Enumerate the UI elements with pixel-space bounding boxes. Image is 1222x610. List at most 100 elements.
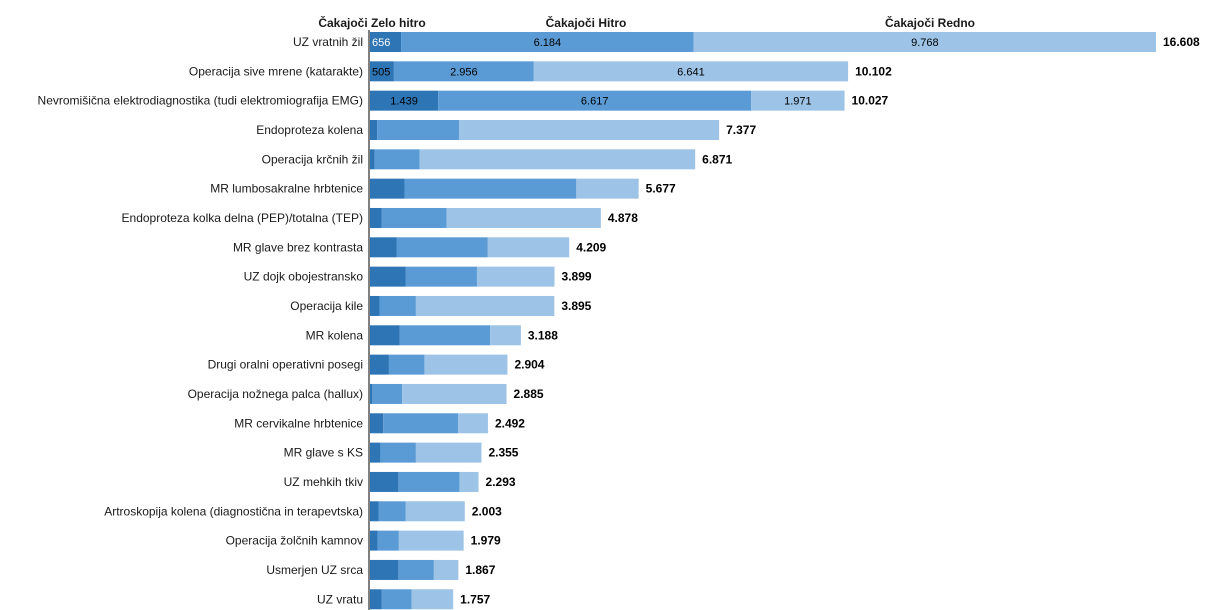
bar-segment-3 <box>398 530 464 551</box>
bar-segment-2 <box>405 266 477 287</box>
bar-segment-1 <box>370 295 380 316</box>
segment-value-label: 6.184 <box>534 37 562 49</box>
total-value-label: 7.377 <box>726 123 756 137</box>
bar-segment-3 <box>415 295 555 316</box>
segment-value-label: 1.439 <box>390 96 418 108</box>
bar-segment-1 <box>370 119 378 140</box>
bar-segment-3 <box>533 61 849 82</box>
bar-segment-3 <box>419 149 696 170</box>
total-value-label: 2.492 <box>495 416 525 430</box>
total-value-label: 2.885 <box>514 387 544 401</box>
bar-segment-2 <box>378 501 406 522</box>
bar-segment-3 <box>458 413 488 434</box>
bar-segment-2 <box>398 471 460 492</box>
total-value-label: 2.904 <box>514 358 544 372</box>
bar-segment-1 <box>370 442 381 463</box>
total-value-label: 1.757 <box>460 592 490 606</box>
category-label: Artroskopija kolena (diagnostična in ter… <box>104 504 363 518</box>
bar-segment-2 <box>404 178 577 199</box>
total-value-label: 1.867 <box>465 563 495 577</box>
category-label: Nevromišična elektrodiagnostika (tudi el… <box>38 94 363 108</box>
bar-segment-2 <box>377 119 459 140</box>
total-value-label: 16.608 <box>1163 35 1200 49</box>
bar-segment-3 <box>402 383 507 404</box>
segment-value-label: 6.641 <box>677 66 705 78</box>
category-label: Operacija krčnih žil <box>262 152 363 166</box>
total-value-label: 10.102 <box>855 64 892 78</box>
segment-value-label: 6.617 <box>581 96 609 108</box>
bar-segment-2 <box>401 32 694 52</box>
legend-entry-2: Čakajoči Hitro <box>546 15 627 30</box>
category-label: UZ mehkih tkiv <box>284 475 363 489</box>
category-label: Operacija nožnega palca (hallux) <box>188 387 363 401</box>
bar-segment-1 <box>370 413 384 434</box>
bar-segment-2 <box>381 589 412 610</box>
category-label: Operacija kile <box>290 299 363 313</box>
category-label: UZ dojk obojestransko <box>244 270 364 284</box>
bar-segment-1 <box>370 237 397 258</box>
bar-segment-2 <box>396 237 488 258</box>
bar-segment-1 <box>370 471 399 492</box>
bar-segment-2 <box>388 354 425 375</box>
bar-segment-3 <box>415 442 482 463</box>
total-value-label: 2.003 <box>472 504 502 518</box>
bar-segment-1 <box>370 32 402 52</box>
bar-segment-2 <box>377 530 399 551</box>
category-label: Endoproteza kolena <box>256 123 363 137</box>
bar-segment-1 <box>370 149 375 170</box>
total-value-label: 2.293 <box>486 475 516 489</box>
bar-segment-1 <box>370 501 379 522</box>
total-value-label: 1.979 <box>471 534 501 548</box>
segment-value-label: 656 <box>372 37 390 49</box>
total-value-label: 4.209 <box>576 240 606 254</box>
bar-segment-1 <box>370 559 399 580</box>
total-value-label: 4.878 <box>608 211 638 225</box>
bar-segment-1 <box>370 325 400 346</box>
bar-segment-2 <box>438 90 752 111</box>
total-value-label: 10.027 <box>852 94 889 108</box>
bar-segment-3 <box>411 589 454 610</box>
bar-segment-1 <box>370 354 389 375</box>
total-value-label: 3.895 <box>561 299 591 313</box>
total-value-label: 6.871 <box>702 152 732 166</box>
category-label: Operacija sive mrene (katarakte) <box>189 64 363 78</box>
bar-segment-2 <box>374 149 420 170</box>
category-label: Usmerjen UZ srca <box>266 563 363 577</box>
total-value-label: 2.355 <box>488 446 518 460</box>
bar-segment-1 <box>370 61 394 82</box>
segment-value-label: 2.956 <box>450 66 478 78</box>
bar-segment-3 <box>490 325 521 346</box>
bar-segment-1 <box>370 178 405 199</box>
bar-segment-3 <box>459 471 479 492</box>
bar-segment-3 <box>424 354 508 375</box>
bar-segment-2 <box>383 413 459 434</box>
bar-segment-1 <box>370 589 382 610</box>
legend-entry-3: Čakajoči Redno <box>885 15 975 30</box>
bar-segment-3 <box>446 207 601 228</box>
total-value-label: 5.677 <box>646 182 676 196</box>
bar-segment-3 <box>576 178 639 199</box>
category-label: MR glave brez kontrasta <box>233 240 363 254</box>
bar-segment-2 <box>380 442 416 463</box>
bar-segment-3 <box>751 90 845 111</box>
category-label: MR lumbosakralne hrbtenice <box>210 182 363 196</box>
category-label: Endoproteza kolka delna (PEP)/totalna (T… <box>122 211 363 225</box>
total-value-label: 3.188 <box>528 328 558 342</box>
bar-segment-2 <box>399 325 491 346</box>
bar-segment-3 <box>458 119 720 140</box>
segment-value-label: 1.971 <box>784 96 812 108</box>
bar-segment-1 <box>370 266 406 287</box>
category-label: MR kolena <box>306 328 364 342</box>
bar-segment-1 <box>370 530 378 551</box>
bar-segment-3 <box>433 559 459 580</box>
category-label: UZ vratu <box>317 592 363 606</box>
category-label: UZ vratnih žil <box>293 35 363 49</box>
bar-segment-1 <box>370 90 439 111</box>
bar-segment-2 <box>381 207 447 228</box>
bar-segment-2 <box>372 383 403 404</box>
bar-segment-3 <box>405 501 465 522</box>
total-value-label: 3.899 <box>562 270 592 284</box>
bar-segment-2 <box>393 61 534 82</box>
